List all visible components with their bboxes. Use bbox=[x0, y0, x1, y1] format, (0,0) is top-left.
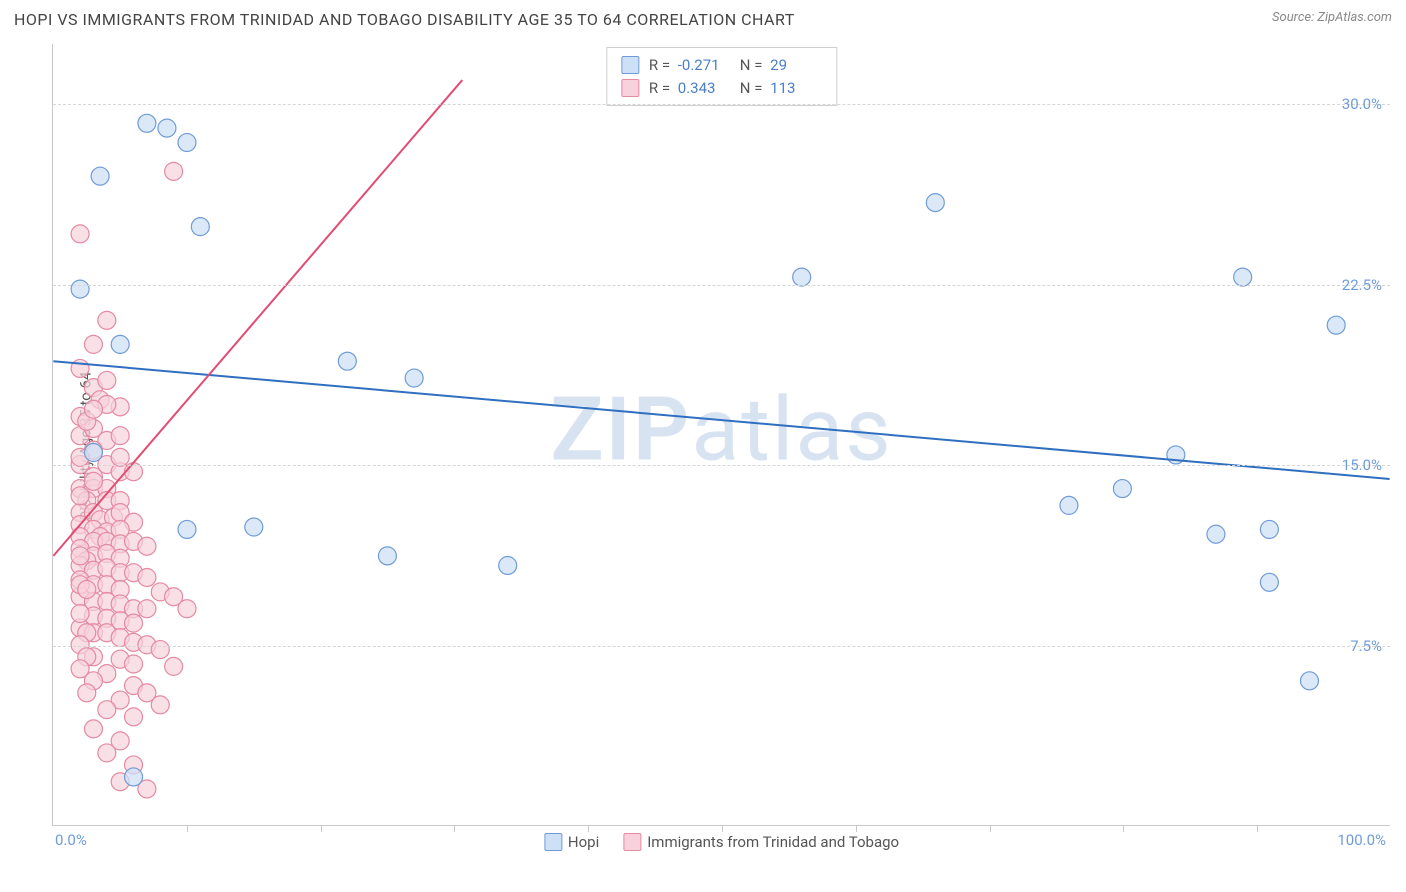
legend-label: Hopi bbox=[568, 833, 599, 851]
hopi-swatch-icon bbox=[621, 56, 639, 74]
chart-area: ZIPatlas R = -0.271 N = 29 R = 0.343 N =… bbox=[52, 44, 1390, 826]
y-tick-label: 22.5% bbox=[1342, 276, 1382, 294]
x-tick-label: 0.0% bbox=[55, 831, 87, 849]
legend-label: Immigrants from Trinidad and Tobago bbox=[647, 833, 899, 851]
y-tick-label: 7.5% bbox=[1350, 637, 1382, 655]
x-tick-label: 100.0% bbox=[1337, 831, 1386, 849]
scatter-plot-svg bbox=[53, 44, 1390, 825]
y-tick-label: 15.0% bbox=[1342, 456, 1382, 474]
hopi-swatch-icon bbox=[544, 833, 562, 851]
y-tick-label: 30.0% bbox=[1342, 95, 1382, 113]
source-text: Source: ZipAtlas.com bbox=[1272, 10, 1392, 25]
correlation-legend: R = -0.271 N = 29 R = 0.343 N = 113 bbox=[606, 47, 837, 106]
chart-title: HOPI VS IMMIGRANTS FROM TRINIDAD AND TOB… bbox=[14, 10, 795, 29]
series-legend: Hopi Immigrants from Trinidad and Tobago bbox=[544, 833, 899, 851]
trinidad-swatch-icon bbox=[623, 833, 641, 851]
trinidad-swatch-icon bbox=[621, 79, 639, 97]
